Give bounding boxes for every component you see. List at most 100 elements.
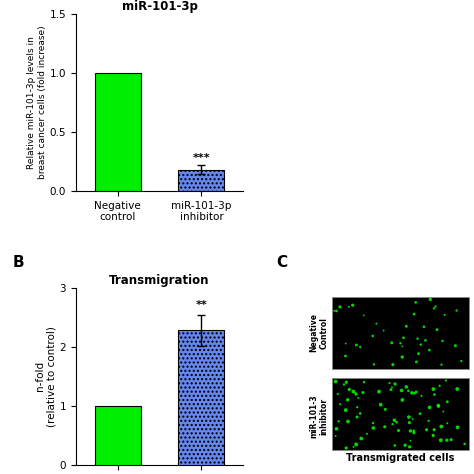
Point bbox=[405, 413, 413, 421]
Point bbox=[344, 396, 351, 403]
Bar bbox=[95, 73, 141, 191]
Point bbox=[429, 431, 437, 439]
Point bbox=[335, 418, 343, 425]
Point bbox=[342, 406, 349, 414]
Text: miR-101-3
inhibitor: miR-101-3 inhibitor bbox=[309, 394, 328, 438]
Point bbox=[410, 427, 418, 435]
Point bbox=[393, 419, 401, 426]
Point bbox=[340, 381, 348, 388]
Point bbox=[429, 385, 437, 393]
Point bbox=[401, 441, 409, 449]
Point bbox=[399, 343, 406, 350]
Text: C: C bbox=[277, 255, 288, 270]
Point bbox=[333, 307, 340, 315]
Point bbox=[438, 423, 445, 430]
Point bbox=[431, 391, 438, 398]
Point bbox=[412, 388, 420, 396]
Point bbox=[395, 427, 402, 434]
Point bbox=[334, 390, 342, 398]
Point bbox=[441, 311, 448, 319]
Point bbox=[443, 437, 450, 444]
Point bbox=[356, 410, 364, 417]
Point bbox=[382, 406, 389, 413]
Point bbox=[332, 432, 339, 440]
Point bbox=[363, 430, 371, 438]
Point bbox=[381, 423, 389, 430]
Point bbox=[397, 339, 404, 347]
Point bbox=[457, 357, 465, 365]
Text: ***: *** bbox=[192, 153, 210, 163]
Point bbox=[344, 418, 352, 425]
Point bbox=[402, 383, 410, 391]
Point bbox=[409, 415, 416, 423]
Point bbox=[426, 346, 433, 354]
Point bbox=[444, 398, 451, 406]
Point bbox=[350, 443, 357, 451]
Point bbox=[439, 337, 447, 345]
Text: Negative
Control: Negative Control bbox=[309, 313, 328, 353]
Point bbox=[410, 310, 418, 318]
Point bbox=[377, 401, 384, 409]
Point bbox=[391, 380, 399, 388]
Point bbox=[369, 419, 377, 427]
Point bbox=[353, 341, 360, 349]
Point bbox=[375, 388, 383, 395]
Point bbox=[444, 419, 451, 427]
Point bbox=[342, 352, 349, 360]
Point bbox=[342, 340, 349, 347]
Point bbox=[380, 327, 387, 334]
Point bbox=[407, 437, 414, 445]
Point bbox=[453, 307, 460, 314]
Bar bbox=[95, 406, 141, 465]
Point bbox=[410, 390, 418, 397]
Point bbox=[432, 303, 439, 310]
Point bbox=[355, 394, 362, 401]
Point bbox=[330, 307, 338, 315]
Point bbox=[370, 361, 378, 368]
Point bbox=[387, 386, 395, 393]
Point bbox=[357, 435, 365, 442]
Point bbox=[391, 442, 399, 449]
Point bbox=[438, 361, 445, 368]
Point bbox=[350, 388, 357, 395]
Point bbox=[417, 341, 425, 348]
Point bbox=[332, 378, 339, 385]
Point bbox=[336, 303, 344, 311]
Point bbox=[389, 361, 397, 368]
Point bbox=[404, 387, 412, 394]
Point bbox=[346, 386, 353, 393]
Point bbox=[369, 332, 376, 340]
Point bbox=[442, 377, 450, 384]
Point bbox=[398, 387, 405, 394]
Point bbox=[354, 403, 361, 411]
Point bbox=[412, 358, 420, 366]
Point bbox=[435, 402, 442, 410]
Point bbox=[370, 424, 377, 432]
Point bbox=[345, 303, 353, 310]
Point bbox=[453, 385, 461, 393]
Point bbox=[412, 299, 419, 306]
Point bbox=[422, 337, 429, 344]
Point bbox=[349, 301, 356, 309]
Point bbox=[452, 342, 459, 349]
Point bbox=[439, 408, 447, 415]
Point bbox=[337, 401, 344, 408]
Point bbox=[430, 305, 438, 312]
Point bbox=[427, 296, 434, 303]
Point bbox=[410, 429, 418, 437]
Text: **: ** bbox=[195, 301, 207, 310]
Point bbox=[414, 335, 421, 342]
Point bbox=[426, 403, 433, 411]
Point bbox=[454, 423, 461, 431]
Point bbox=[420, 323, 428, 330]
Point bbox=[425, 417, 432, 425]
Title: miR-101-3p: miR-101-3p bbox=[122, 0, 198, 13]
Point bbox=[430, 426, 438, 434]
Point bbox=[373, 320, 380, 328]
Point bbox=[407, 427, 414, 435]
Point bbox=[408, 389, 416, 397]
Point bbox=[399, 353, 406, 361]
Point bbox=[447, 436, 455, 444]
Y-axis label: n-fold
(relative to control): n-fold (relative to control) bbox=[35, 326, 57, 427]
Point bbox=[360, 378, 368, 386]
